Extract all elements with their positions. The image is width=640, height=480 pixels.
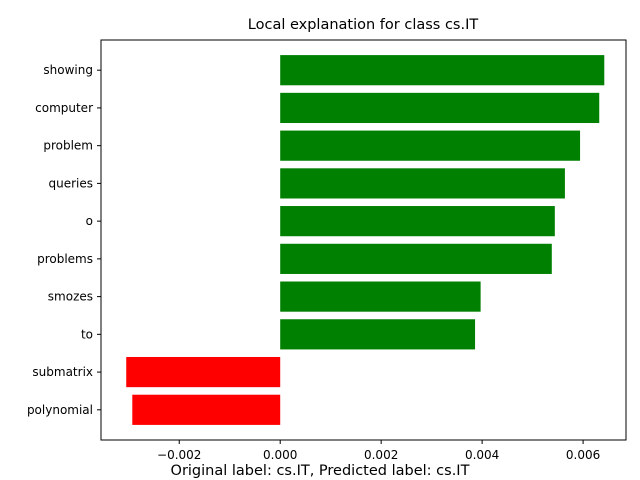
chart-title: Local explanation for class cs.IT [248, 17, 479, 33]
x-tick-label: 0.002 [364, 448, 398, 462]
bar-queries [280, 168, 565, 199]
plot-frame [100, 39, 627, 441]
bar-o [280, 206, 555, 237]
bar-problem [280, 130, 581, 161]
x-tick-label: −0.002 [157, 448, 201, 462]
y-axis-ticks: showing computer problem queries o problems sm… [27, 63, 101, 417]
y-tick-label-submatrix: submatrix [32, 365, 93, 379]
bars-group [126, 55, 605, 425]
x-axis-ticks: −0.002 0.000 0.002 0.004 0.006 [157, 440, 600, 462]
y-tick-label-problems: problems [37, 252, 93, 266]
bar-polynomial [132, 394, 281, 425]
x-tick-label: 0.006 [566, 448, 600, 462]
bar-submatrix [126, 356, 281, 388]
x-tick-label: 0.000 [263, 448, 297, 462]
bar-smozes [280, 281, 481, 312]
y-tick-label-smozes: smozes [48, 290, 93, 304]
y-tick-label-o: o [86, 214, 93, 228]
y-tick-label-to: to [81, 327, 93, 341]
y-tick-label-showing: showing [43, 63, 93, 77]
y-tick-label-computer: computer [35, 101, 93, 115]
bar-showing [280, 55, 605, 86]
y-tick-label-problem: problem [43, 139, 93, 153]
footer-label: Original label: cs.IT, Predicted label: … [171, 463, 470, 479]
y-tick-label-queries: queries [48, 176, 93, 190]
bar-computer [280, 92, 600, 124]
bar-problems [280, 243, 552, 274]
y-tick-label-polynomial: polynomial [27, 403, 93, 417]
x-tick-label: 0.004 [465, 448, 499, 462]
bar-to [280, 319, 476, 350]
